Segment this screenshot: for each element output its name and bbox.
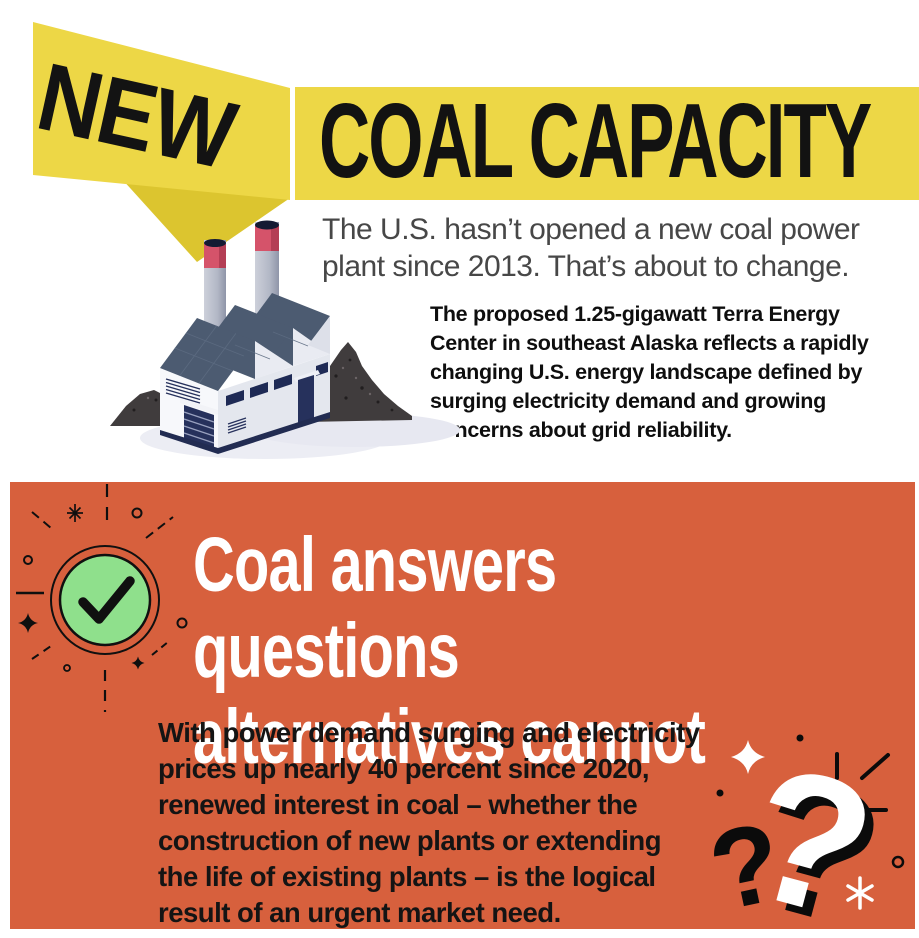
door-awning — [294, 370, 320, 382]
garage-door — [184, 405, 214, 449]
smokestack-left — [204, 239, 226, 350]
four-point-star — [18, 613, 38, 633]
section-headline: Coal answers questions alternatives cann… — [193, 522, 706, 780]
radiating-lines — [835, 752, 890, 812]
circle-outline — [891, 855, 905, 869]
badge-green-circle — [58, 553, 152, 647]
black-dot-1 — [796, 734, 804, 742]
factory-roof — [160, 293, 330, 391]
new-ribbon — [33, 22, 290, 262]
orange-section: Coal answers questions alternatives cann… — [10, 482, 915, 929]
factory-base — [160, 412, 330, 454]
badge-outer-ring — [50, 545, 160, 655]
asterisk-sparkle — [67, 504, 83, 522]
white-asterisk — [846, 876, 874, 910]
circle-dot-4 — [63, 664, 71, 672]
page-title: COAL CAPACITY — [319, 82, 872, 200]
section-body: With power demand surging and electricit… — [158, 717, 700, 928]
dash-diagonal-bl — [31, 643, 55, 660]
checkmark-badge — [16, 484, 188, 712]
factory-door — [298, 375, 314, 426]
window-band — [226, 362, 328, 406]
circle-dot-3 — [176, 617, 188, 629]
coal-plant-illustration — [110, 220, 460, 459]
checkmark-icon — [78, 576, 135, 624]
black-dot-2 — [716, 789, 724, 797]
detail-paragraph: The proposed 1.25-gigawatt Terra Energy … — [430, 302, 869, 442]
four-point-star-small — [131, 656, 145, 670]
title-banner: COAL CAPACITY — [295, 82, 919, 200]
intro-paragraph: The U.S. hasn’t opened a new coal power … — [322, 213, 860, 283]
white-sparkle — [731, 740, 765, 774]
ribbon-band — [33, 22, 290, 200]
dash-diagonal-tl — [31, 511, 52, 529]
dash-diagonal-tr — [145, 516, 174, 539]
circle-dot-1 — [131, 507, 143, 519]
dash-diagonal-br — [151, 641, 169, 656]
garage-stripes — [183, 411, 215, 444]
vent-grid-left — [165, 378, 201, 404]
coal-pile-right — [305, 342, 412, 422]
question-marks-illustration: ? ? ? — [699, 725, 905, 929]
garage-awning — [180, 398, 218, 415]
circle-dot-2 — [23, 555, 33, 565]
vent-grid-right — [227, 417, 247, 434]
